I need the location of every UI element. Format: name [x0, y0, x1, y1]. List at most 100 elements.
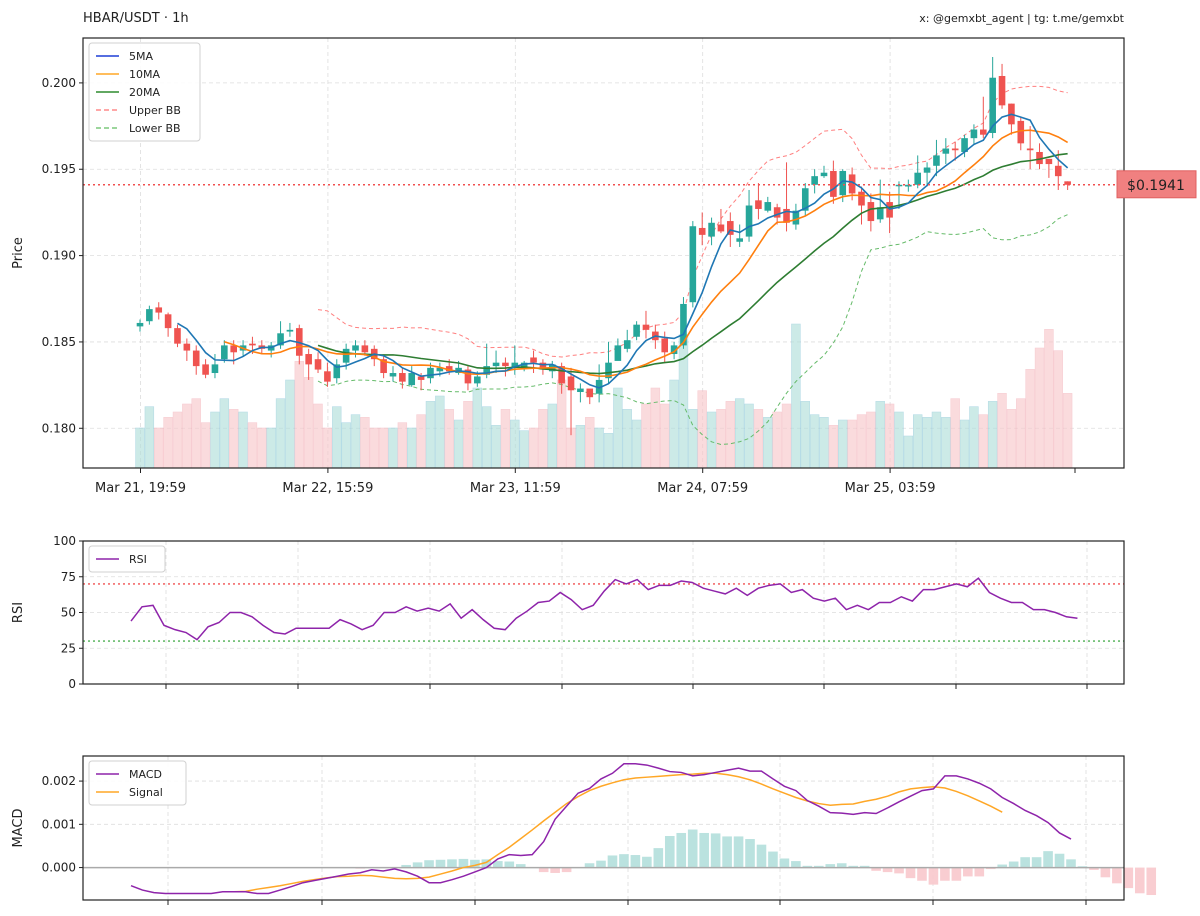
candle-body: [698, 227, 706, 235]
volume-bar: [285, 379, 295, 469]
histogram-bar: [894, 867, 904, 874]
y-axis-label: MACD: [11, 809, 26, 848]
histogram-bar: [1089, 867, 1099, 870]
histogram-bar: [1020, 857, 1030, 868]
y-tick-label: 0.001: [42, 817, 76, 831]
x-tick-label: Mar 25, 03:59: [845, 481, 936, 496]
y-tick-label: 0.000: [42, 861, 76, 875]
y-tick-label: 0: [68, 677, 76, 691]
candle-body: [886, 202, 893, 218]
candle-body: [408, 373, 416, 386]
volume-bar: [491, 425, 501, 469]
histogram-bar: [538, 867, 549, 873]
volume-bar: [397, 422, 408, 469]
x-tick-label: Mar 24, 07:59: [657, 481, 748, 496]
histogram-bar: [745, 839, 755, 868]
histogram-bar: [687, 829, 698, 868]
histogram-bar: [676, 832, 687, 868]
volume-bar: [809, 414, 820, 469]
volume-bar: [613, 387, 623, 469]
volume-bar: [603, 433, 614, 469]
candle-body: [502, 362, 509, 367]
candle-body: [680, 303, 687, 346]
candle-body: [961, 138, 968, 152]
candle-body: [342, 348, 350, 363]
volume-bar: [416, 414, 426, 469]
candle-body: [1036, 151, 1043, 165]
candle-body: [914, 172, 922, 185]
candle-body: [745, 205, 753, 237]
volume-bar: [519, 430, 529, 469]
volume-bar: [444, 409, 454, 469]
candle-body: [286, 329, 294, 332]
histogram-bar: [664, 836, 675, 868]
candle-body: [445, 366, 453, 372]
y-axis-label: Price: [11, 237, 26, 269]
volume-bar: [407, 427, 417, 469]
histogram-bar: [493, 861, 503, 868]
volume-bar: [547, 403, 557, 469]
candle-body: [146, 309, 153, 322]
histogram-bar: [825, 864, 836, 868]
volume-bar: [959, 419, 970, 469]
candle-body: [839, 170, 847, 196]
candle-body: [314, 359, 322, 370]
legend-box: [88, 760, 187, 806]
volume-bar: [369, 427, 379, 469]
histogram-bar: [1134, 867, 1145, 894]
candle-body: [361, 345, 369, 353]
candle-body: [708, 222, 715, 237]
volume-bar: [303, 377, 314, 469]
candle-body: [202, 364, 209, 375]
x-tick-label: Mar 21, 19:59: [95, 481, 186, 496]
volume-bar: [191, 398, 201, 469]
candle-body: [464, 369, 472, 384]
candle-body: [530, 357, 537, 363]
volume-bar: [219, 398, 230, 469]
y-tick-label: 75: [61, 570, 76, 584]
candle-body: [164, 314, 172, 329]
candle-body: [801, 188, 809, 211]
candle-body: [755, 200, 762, 209]
legend-label: Upper BB: [129, 104, 181, 117]
plot-frame: [82, 755, 1125, 901]
volume-bar: [678, 334, 689, 469]
histogram-bar: [871, 867, 881, 871]
histogram-bar: [733, 836, 744, 868]
histogram-bar: [848, 865, 858, 868]
histogram-bar: [596, 860, 606, 868]
histogram-bar: [550, 867, 560, 873]
candle-body: [352, 345, 359, 351]
volume-bar: [182, 403, 192, 469]
y-axis-label: RSI: [11, 602, 26, 623]
histogram-bar: [412, 862, 423, 868]
volume-bar: [931, 411, 942, 469]
candle-body: [858, 191, 865, 206]
candle-body: [811, 176, 818, 185]
y-tick-label: 100: [53, 534, 76, 548]
volume-bar: [1016, 398, 1026, 469]
candle-body: [230, 345, 237, 353]
y-tick-label: 0.180: [42, 421, 76, 435]
histogram-bar: [802, 865, 813, 868]
histogram-bar: [779, 858, 790, 868]
candle-body: [249, 343, 256, 346]
candle-body: [905, 184, 912, 187]
macd-line: [130, 763, 1072, 895]
histogram-bar: [1043, 851, 1053, 868]
candle-body: [483, 366, 490, 375]
candle-body: [1045, 158, 1053, 165]
plot-frame: [82, 540, 1125, 685]
volume-bar: [594, 427, 604, 469]
legend-box: [88, 42, 201, 142]
volume-bar: [172, 411, 183, 469]
volume-bar: [200, 422, 211, 469]
legend-label: MACD: [129, 768, 162, 781]
volume-bar: [763, 417, 773, 469]
volume-bar: [332, 406, 342, 469]
legend-label: Lower BB: [129, 122, 181, 135]
candle-body: [923, 167, 931, 173]
volume-bar: [435, 395, 445, 469]
candle-body: [511, 362, 519, 368]
